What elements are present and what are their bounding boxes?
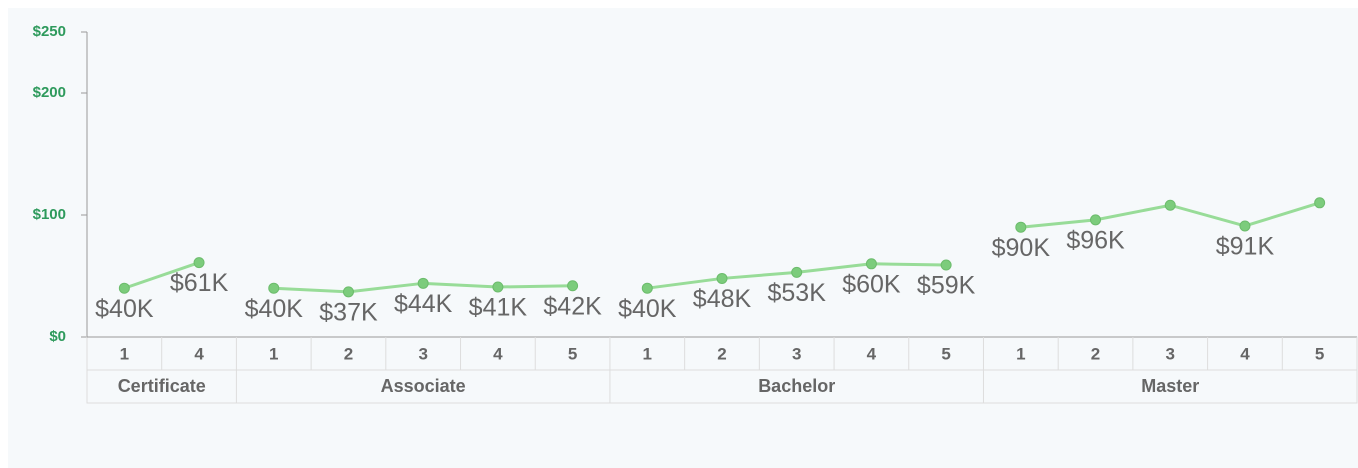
x-tick-label: 1 [120,344,129,363]
value-label: $53K [768,279,827,307]
point [940,259,952,271]
x-tick-label: 4 [867,344,877,363]
x-tick-label: 3 [1166,344,1175,363]
value-label: $90K [992,234,1051,262]
value-label: $61K [170,269,229,297]
point [716,272,728,284]
point [1239,220,1251,232]
x-tick-label: 5 [941,344,950,363]
value-label: $44K [394,290,453,318]
x-tick-label: 1 [269,344,278,363]
x-tick-label: 4 [194,344,204,363]
x-tick-label: 3 [792,344,801,363]
point [268,282,280,294]
x-tick-label: 5 [1315,344,1324,363]
point [417,277,429,289]
point [1314,197,1326,209]
value-label: $48K [693,285,752,313]
y-tick-label: $100 [33,206,66,223]
x-tick-label: 2 [717,344,726,363]
x-tick-label: 4 [1240,344,1250,363]
point [1164,199,1176,211]
x-tick-label: 3 [418,344,427,363]
point [641,282,653,294]
value-label: $96K [1066,226,1125,254]
y-tick-label: $250 [33,23,66,40]
y-tick-label: $0 [49,328,66,345]
value-label: $60K [842,270,901,298]
value-label: $37K [319,298,378,326]
point [118,282,130,294]
point [492,281,504,293]
point [193,257,205,269]
x-tick-label: 2 [1091,344,1100,363]
value-label: $91K [1216,233,1275,261]
value-label: $59K [917,272,976,300]
point [791,266,803,278]
x-tick-label: 2 [344,344,353,363]
point [1015,221,1027,233]
group-label: Certificate [118,376,206,396]
value-label: $40K [618,295,677,323]
x-tick-label: 1 [1016,344,1025,363]
x-tick-label: 4 [493,344,503,363]
point [1090,214,1102,226]
value-label: $41K [469,294,528,322]
x-tick-label: 1 [643,344,652,363]
value-label: $40K [245,295,304,323]
line [123,261,200,290]
point [342,286,354,298]
group-label: Bachelor [758,376,835,396]
point [567,280,579,292]
group-label: Associate [381,376,466,396]
group-label: Master [1141,376,1199,396]
point [865,258,877,270]
y-tick-label: $200 [33,84,66,101]
x-tick-label: 5 [568,344,577,363]
value-label: $40K [95,295,154,323]
value-label: $42K [543,292,602,320]
